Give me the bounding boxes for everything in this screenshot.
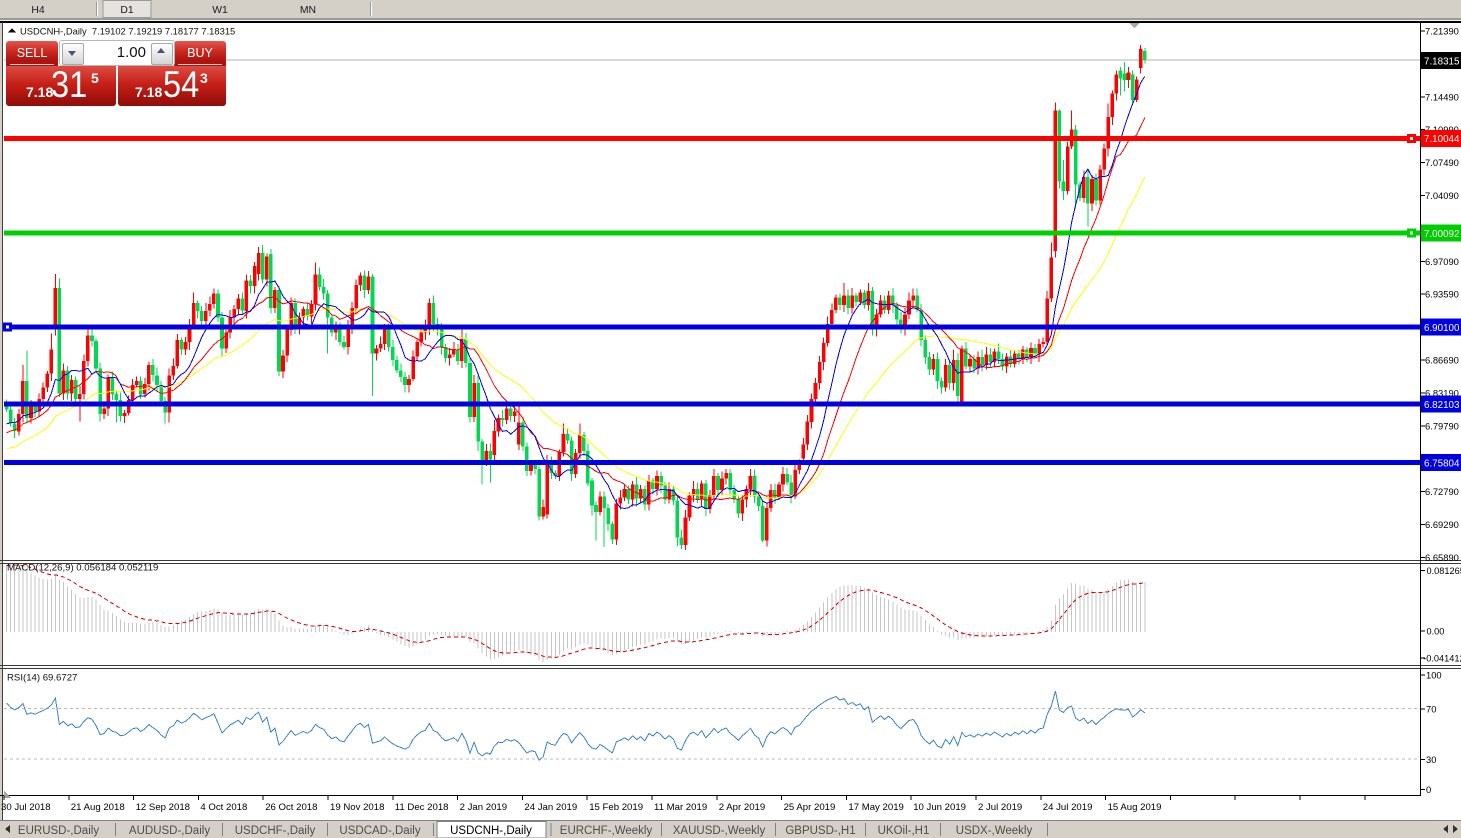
svg-text:6.82103: 6.82103 bbox=[1424, 400, 1460, 411]
svg-text:7.10044: 7.10044 bbox=[1424, 134, 1460, 145]
svg-text:GBPUSD-,H1: GBPUSD-,H1 bbox=[785, 825, 855, 837]
svg-text:24 Jul 2019: 24 Jul 2019 bbox=[1043, 802, 1093, 813]
svg-text:EURUSD-,Daily: EURUSD-,Daily bbox=[18, 825, 99, 837]
svg-text:6.65890: 6.65890 bbox=[1425, 552, 1459, 563]
svg-text:100: 100 bbox=[1426, 670, 1442, 681]
svg-text:MACD(12,26,9) 0.056184 0.05211: MACD(12,26,9) 0.056184 0.052119 bbox=[7, 563, 158, 574]
svg-text:6.83190: 6.83190 bbox=[1425, 387, 1459, 398]
svg-text:USDCNH-,Daily: USDCNH-,Daily bbox=[450, 825, 532, 837]
svg-text:USDCAD-,Daily: USDCAD-,Daily bbox=[339, 825, 420, 837]
svg-text:W1: W1 bbox=[212, 5, 228, 16]
svg-text:6.90100: 6.90100 bbox=[1424, 323, 1460, 334]
svg-text:MN: MN bbox=[300, 5, 316, 16]
svg-text:7.00092: 7.00092 bbox=[1424, 229, 1459, 240]
svg-text:30: 30 bbox=[1426, 754, 1436, 765]
svg-text:21 Aug 2018: 21 Aug 2018 bbox=[71, 802, 125, 813]
svg-text:-0.041412: -0.041412 bbox=[1423, 653, 1461, 663]
svg-text:7.07490: 7.07490 bbox=[1425, 157, 1459, 168]
svg-text:7.04090: 7.04090 bbox=[1425, 190, 1459, 201]
svg-text:4 Oct 2018: 4 Oct 2018 bbox=[200, 802, 247, 813]
svg-text:2 Jan 2019: 2 Jan 2019 bbox=[460, 802, 507, 813]
svg-text:11 Dec 2018: 11 Dec 2018 bbox=[395, 802, 449, 813]
svg-text:17 May 2019: 17 May 2019 bbox=[848, 802, 903, 813]
svg-text:RSI(14) 69.6727: RSI(14) 69.6727 bbox=[7, 673, 77, 684]
svg-text:H4: H4 bbox=[31, 5, 45, 16]
svg-text:15 Feb 2019: 15 Feb 2019 bbox=[589, 802, 643, 813]
svg-text:6.79790: 6.79790 bbox=[1425, 420, 1459, 431]
svg-text:6.97090: 6.97090 bbox=[1425, 256, 1459, 267]
svg-text:0: 0 bbox=[1426, 784, 1431, 795]
svg-text:70: 70 bbox=[1426, 703, 1436, 714]
svg-text:USDX-,Weekly: USDX-,Weekly bbox=[956, 825, 1033, 837]
svg-text:AUDUSD-,Daily: AUDUSD-,Daily bbox=[129, 825, 210, 837]
svg-text:2 Apr 2019: 2 Apr 2019 bbox=[719, 802, 765, 813]
svg-text:15 Aug 2019: 15 Aug 2019 bbox=[1108, 802, 1162, 813]
svg-text:6.93590: 6.93590 bbox=[1425, 289, 1459, 300]
svg-text:6.75804: 6.75804 bbox=[1424, 458, 1460, 469]
svg-text:7.10990: 7.10990 bbox=[1425, 124, 1459, 135]
svg-text:7.14490: 7.14490 bbox=[1425, 91, 1459, 102]
svg-text:19 Nov 2018: 19 Nov 2018 bbox=[330, 802, 384, 813]
svg-text:10 Jun 2019: 10 Jun 2019 bbox=[913, 802, 966, 813]
svg-text:UKOil-,H1: UKOil-,H1 bbox=[878, 825, 930, 837]
svg-text:7.18315: 7.18315 bbox=[1424, 56, 1460, 67]
svg-text:EURCHF-,Weekly: EURCHF-,Weekly bbox=[560, 825, 653, 837]
svg-text:0.00: 0.00 bbox=[1427, 626, 1445, 636]
svg-text:30 Jul 2018: 30 Jul 2018 bbox=[1, 802, 51, 813]
svg-text:24 Jan 2019: 24 Jan 2019 bbox=[524, 802, 577, 813]
svg-text:D1: D1 bbox=[120, 5, 134, 16]
svg-text:26 Oct 2018: 26 Oct 2018 bbox=[265, 802, 317, 813]
svg-text:6.86690: 6.86690 bbox=[1425, 355, 1459, 366]
svg-text:25 Apr 2019: 25 Apr 2019 bbox=[784, 802, 836, 813]
svg-text:USDCHF-,Daily: USDCHF-,Daily bbox=[235, 825, 316, 837]
svg-text:7.21390: 7.21390 bbox=[1425, 26, 1459, 37]
svg-text:USDCNH-,Daily 7.19102 7.19219: USDCNH-,Daily 7.19102 7.19219 7.18177 7.… bbox=[20, 26, 235, 37]
svg-text:12 Sep 2018: 12 Sep 2018 bbox=[136, 802, 190, 813]
svg-text:XAUUSD-,Weekly: XAUUSD-,Weekly bbox=[673, 825, 766, 837]
svg-text:6.69290: 6.69290 bbox=[1425, 519, 1459, 530]
svg-text:0.081265: 0.081265 bbox=[1427, 566, 1461, 576]
svg-text:11 Mar 2019: 11 Mar 2019 bbox=[654, 802, 707, 813]
svg-text:6.72790: 6.72790 bbox=[1425, 486, 1459, 497]
svg-text:2 Jul 2019: 2 Jul 2019 bbox=[978, 802, 1022, 813]
